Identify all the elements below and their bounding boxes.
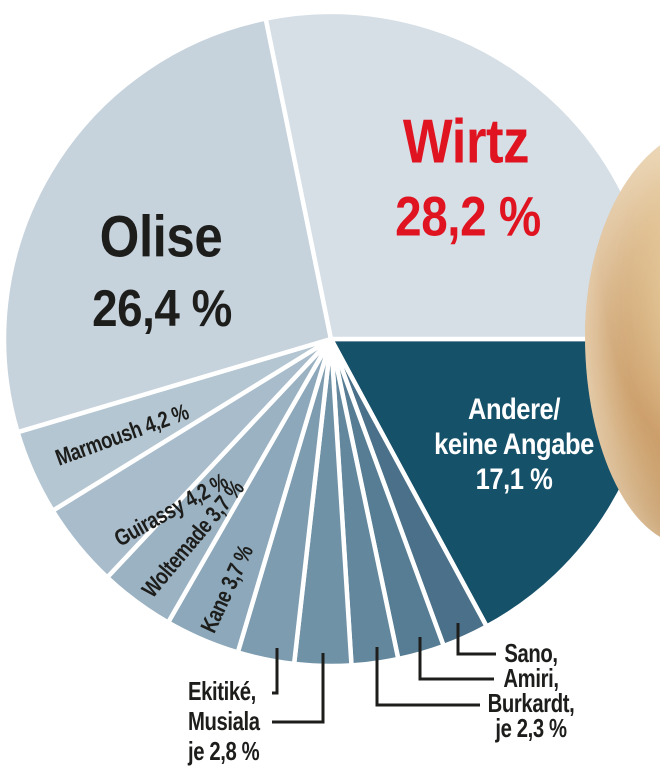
pie-slice-olise	[1, 16, 334, 435]
skin-photo-cutout	[585, 126, 660, 546]
